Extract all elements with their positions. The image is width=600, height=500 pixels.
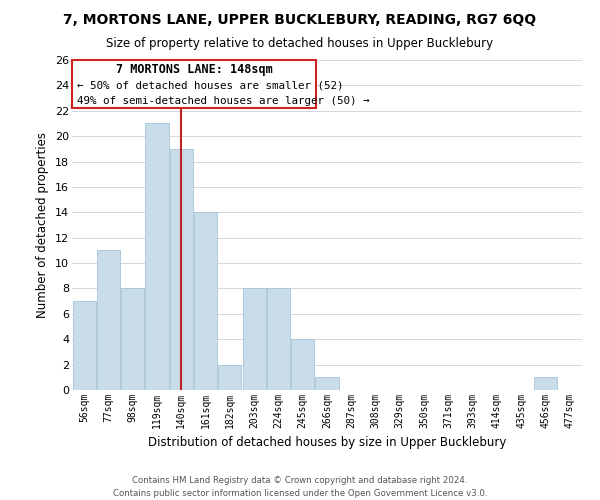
Y-axis label: Number of detached properties: Number of detached properties	[37, 132, 49, 318]
Text: 7 MORTONS LANE: 148sqm: 7 MORTONS LANE: 148sqm	[116, 64, 272, 76]
Bar	[145, 124, 169, 390]
Bar	[316, 378, 338, 390]
Bar	[97, 250, 120, 390]
Text: 49% of semi-detached houses are larger (50) →: 49% of semi-detached houses are larger (…	[77, 96, 370, 106]
Bar	[291, 339, 314, 390]
Bar	[218, 364, 241, 390]
Bar	[170, 149, 193, 390]
Bar	[194, 212, 217, 390]
Text: 7, MORTONS LANE, UPPER BUCKLEBURY, READING, RG7 6QQ: 7, MORTONS LANE, UPPER BUCKLEBURY, READI…	[64, 12, 536, 26]
Bar	[121, 288, 144, 390]
FancyBboxPatch shape	[72, 60, 316, 108]
Bar	[73, 301, 95, 390]
Bar	[242, 288, 266, 390]
Text: Size of property relative to detached houses in Upper Bucklebury: Size of property relative to detached ho…	[106, 38, 494, 51]
X-axis label: Distribution of detached houses by size in Upper Bucklebury: Distribution of detached houses by size …	[148, 436, 506, 450]
Bar	[267, 288, 290, 390]
Bar	[534, 378, 557, 390]
Text: ← 50% of detached houses are smaller (52): ← 50% of detached houses are smaller (52…	[77, 80, 344, 90]
Text: Contains HM Land Registry data © Crown copyright and database right 2024.
Contai: Contains HM Land Registry data © Crown c…	[113, 476, 487, 498]
